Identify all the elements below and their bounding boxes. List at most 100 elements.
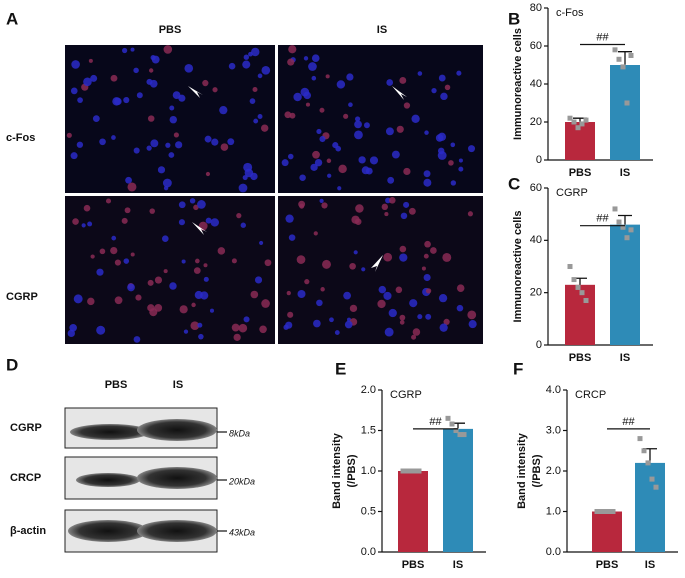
data-point [637, 436, 643, 442]
cell [250, 290, 259, 299]
cell [90, 74, 98, 82]
cell [399, 77, 407, 84]
cell [381, 203, 389, 211]
cell [344, 320, 353, 329]
cell [310, 163, 318, 171]
cell [320, 287, 325, 292]
cell [458, 158, 463, 163]
bar [592, 511, 622, 552]
cell [456, 284, 465, 292]
cell [123, 258, 130, 264]
cell [254, 276, 263, 284]
panel-label: E [335, 359, 346, 378]
cell [179, 305, 188, 314]
cell [121, 217, 128, 224]
cell [83, 204, 91, 212]
cell [135, 294, 142, 301]
data-point [571, 277, 577, 283]
cell [147, 279, 154, 286]
cell [203, 276, 209, 282]
data-point [594, 509, 600, 514]
cell [281, 159, 289, 167]
cell [169, 115, 178, 124]
cell [233, 333, 241, 341]
cell [133, 336, 141, 343]
cell [203, 263, 208, 268]
cell [96, 325, 106, 335]
cell [421, 266, 426, 271]
y-tick-label: 1.0 [361, 465, 376, 477]
y-axis-label: Band intensity [331, 432, 343, 509]
cell [424, 240, 431, 248]
cell [349, 304, 358, 313]
cell [260, 124, 269, 132]
cell [228, 62, 236, 70]
cell [399, 314, 406, 321]
cell [161, 235, 169, 243]
cell [173, 132, 179, 138]
y-tick-label: 0 [536, 339, 542, 351]
cell [168, 152, 175, 158]
cell [284, 111, 292, 119]
data-point [449, 421, 455, 427]
significance-label: ## [596, 31, 609, 43]
y-tick-label: 0.0 [546, 546, 561, 558]
cell [231, 323, 240, 332]
cell [388, 308, 397, 318]
cell [450, 142, 456, 148]
cell [319, 135, 326, 143]
error-bar [618, 51, 632, 65]
cell [133, 147, 140, 154]
cell [403, 167, 411, 176]
data-point [416, 468, 422, 474]
bar [398, 471, 428, 552]
chart-subtitle: CGRP [556, 187, 588, 199]
cell [197, 200, 206, 209]
cell [77, 97, 83, 104]
cell [411, 114, 420, 123]
cell [354, 116, 361, 122]
data-point [610, 509, 616, 514]
cell [312, 150, 320, 159]
arrow [192, 222, 207, 235]
cell [136, 92, 143, 99]
panel-label: A [6, 9, 18, 28]
cell [288, 45, 297, 54]
cell [399, 245, 407, 253]
x-tick-label: IS [645, 559, 655, 571]
cell [70, 152, 78, 160]
cell [389, 197, 396, 204]
cell [243, 54, 250, 60]
cell [195, 258, 200, 264]
bar [610, 224, 640, 345]
cell [387, 176, 395, 184]
cell [76, 141, 84, 148]
cell [220, 143, 229, 151]
cell [423, 253, 429, 259]
cell [205, 217, 212, 224]
cell [308, 62, 317, 71]
data-point [653, 484, 659, 490]
cell [305, 102, 311, 107]
cell [154, 276, 163, 284]
cell [458, 166, 464, 172]
cell [73, 294, 83, 304]
cell [209, 308, 215, 313]
cell [249, 98, 256, 104]
cell [448, 160, 454, 166]
cell [178, 94, 186, 102]
data-point [598, 509, 604, 514]
cell [240, 222, 246, 228]
y-tick-label: 60 [530, 40, 542, 52]
cell [133, 67, 139, 74]
cell [377, 299, 386, 309]
cell [297, 289, 306, 299]
cell [351, 215, 360, 224]
cell [210, 218, 220, 227]
cell [257, 114, 263, 119]
cell [325, 74, 330, 79]
cell [378, 285, 387, 294]
cell [130, 47, 135, 52]
cell [287, 153, 294, 160]
